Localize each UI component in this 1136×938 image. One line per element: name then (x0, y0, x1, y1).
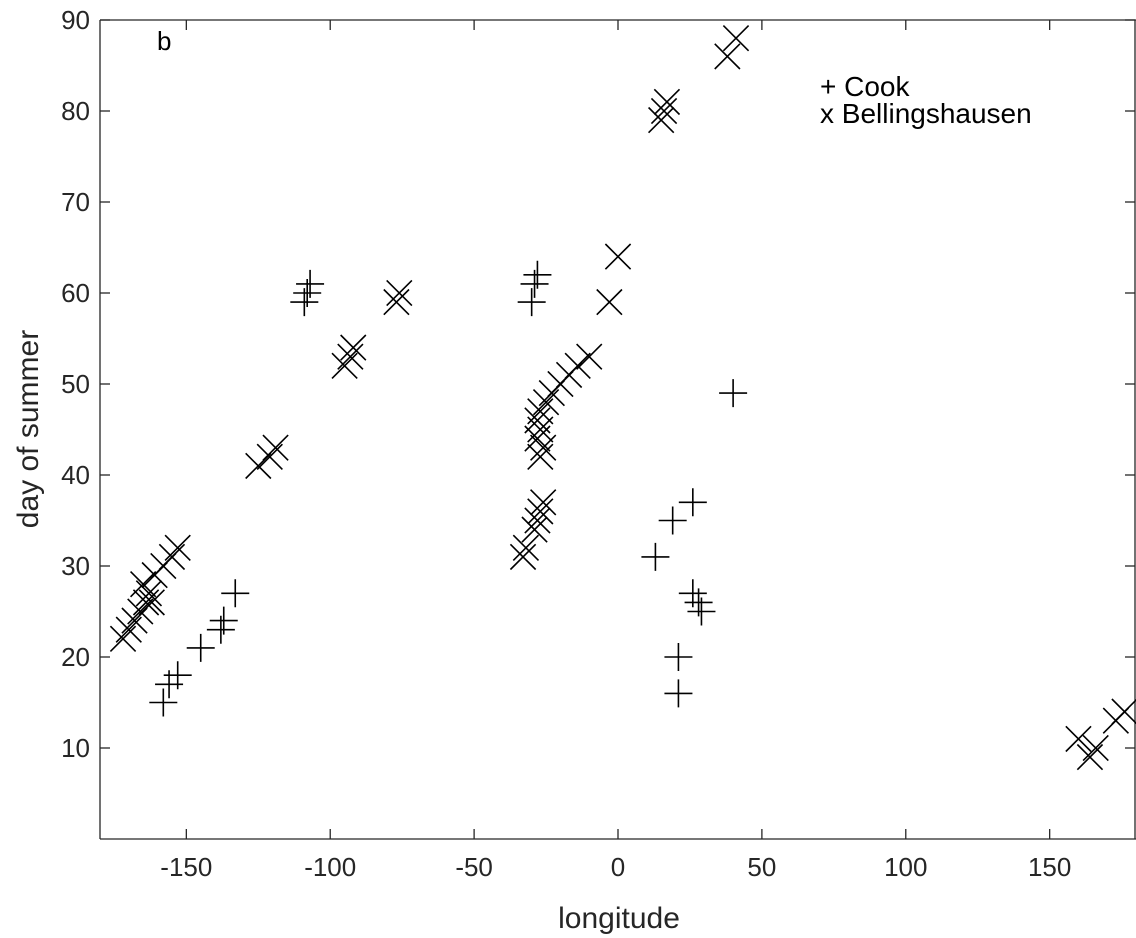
cook-point (523, 260, 552, 289)
bellingshausen-point (109, 625, 137, 652)
bellingshausen-point (596, 288, 623, 316)
bellingshausen-point (648, 106, 675, 134)
bellingshausen-point (532, 389, 560, 416)
bellingshausen-point (512, 534, 540, 561)
bellingshausen-point (521, 516, 548, 543)
x-tick-label: 100 (884, 852, 927, 882)
legend-entry-bellingshausen: x Bellingshausen (820, 98, 1032, 129)
panel-label: b (157, 26, 171, 56)
bellingshausen-point (530, 434, 557, 461)
y-tick-label: 60 (61, 278, 90, 308)
cook-point (664, 643, 693, 671)
bellingshausen-point (115, 616, 142, 643)
bellingshausen-point (650, 97, 678, 125)
y-tick-label: 30 (61, 551, 90, 581)
bellingshausen-point (527, 498, 554, 525)
cook-point (517, 288, 546, 317)
cook-point (678, 488, 707, 517)
data-markers (109, 25, 1136, 771)
bellingshausen-point (524, 407, 551, 434)
bellingshausen-point (1065, 725, 1092, 753)
y-axis-ticks: 10 20 30 40 50 60 70 80 90 (61, 5, 1135, 763)
cook-point (719, 379, 748, 408)
bellingshausen-point (722, 25, 750, 52)
bellingshausen-point (130, 571, 157, 598)
bellingshausen-point (1076, 743, 1104, 771)
bellingshausen-point (132, 589, 160, 616)
bellingshausen-point (527, 398, 554, 425)
cook-point (664, 679, 693, 708)
x-axis-ticks: -150 -100 -50 0 50 100 150 (160, 20, 1071, 882)
bellingshausen-point (1111, 698, 1136, 725)
x-tick-label: -100 (304, 852, 356, 882)
bellingshausen-point (262, 434, 289, 461)
cook-point (221, 579, 250, 608)
x-tick-label: 50 (747, 852, 776, 882)
bellingshausen-point (386, 279, 413, 307)
y-axis-label: day of summer (12, 330, 45, 528)
y-tick-label: 90 (61, 5, 90, 35)
plot-axes (99, 19, 1136, 840)
bellingshausen-point (714, 43, 741, 70)
bellingshausen-point (1082, 734, 1109, 762)
bellingshausen-point (256, 443, 283, 470)
legend: + Cook x Bellingshausen (820, 71, 1032, 129)
x-tick-label: 150 (1028, 852, 1071, 882)
cook-point (149, 688, 178, 717)
bellingshausen-point (530, 489, 557, 516)
y-tick-label: 80 (61, 96, 90, 126)
x-tick-label: -50 (455, 852, 493, 882)
bellingshausen-point (331, 352, 358, 379)
x-tick-label: -150 (160, 852, 212, 882)
cook-point (658, 506, 687, 535)
bellingshausen-point (527, 416, 554, 443)
bellingshausen-point (138, 589, 165, 616)
y-tick-label: 50 (61, 369, 90, 399)
bellingshausen-point (564, 352, 591, 379)
bellingshausen-point (127, 598, 154, 625)
bellingshausen-point (158, 543, 186, 571)
bellingshausen-point (524, 425, 551, 452)
y-tick-label: 10 (61, 733, 90, 763)
bellingshausen-point (653, 88, 681, 116)
bellingshausen-point (604, 243, 632, 270)
bellingshausen-point (527, 443, 554, 470)
bellingshausen-point (383, 288, 410, 316)
y-tick-label: 70 (61, 187, 90, 217)
cook-point (641, 542, 670, 571)
x-tick-label: 0 (611, 852, 625, 882)
cook-point (186, 633, 215, 662)
cook-point (163, 661, 192, 690)
bellingshausen-point (337, 343, 364, 370)
bellingshausen-point (576, 343, 603, 370)
cook-point (687, 597, 716, 626)
bellingshausen-point (164, 534, 191, 561)
y-tick-label: 40 (61, 460, 90, 490)
x-axis-label: longitude (558, 902, 680, 935)
y-tick-label: 20 (61, 642, 90, 672)
cook-point (209, 606, 238, 635)
bellingshausen-point (524, 507, 551, 534)
bellingshausen-point (340, 334, 367, 361)
bellingshausen-point (509, 543, 537, 571)
legend-entry-cook: + Cook (820, 71, 910, 102)
cook-point (296, 269, 325, 298)
bellingshausen-point (135, 580, 163, 607)
